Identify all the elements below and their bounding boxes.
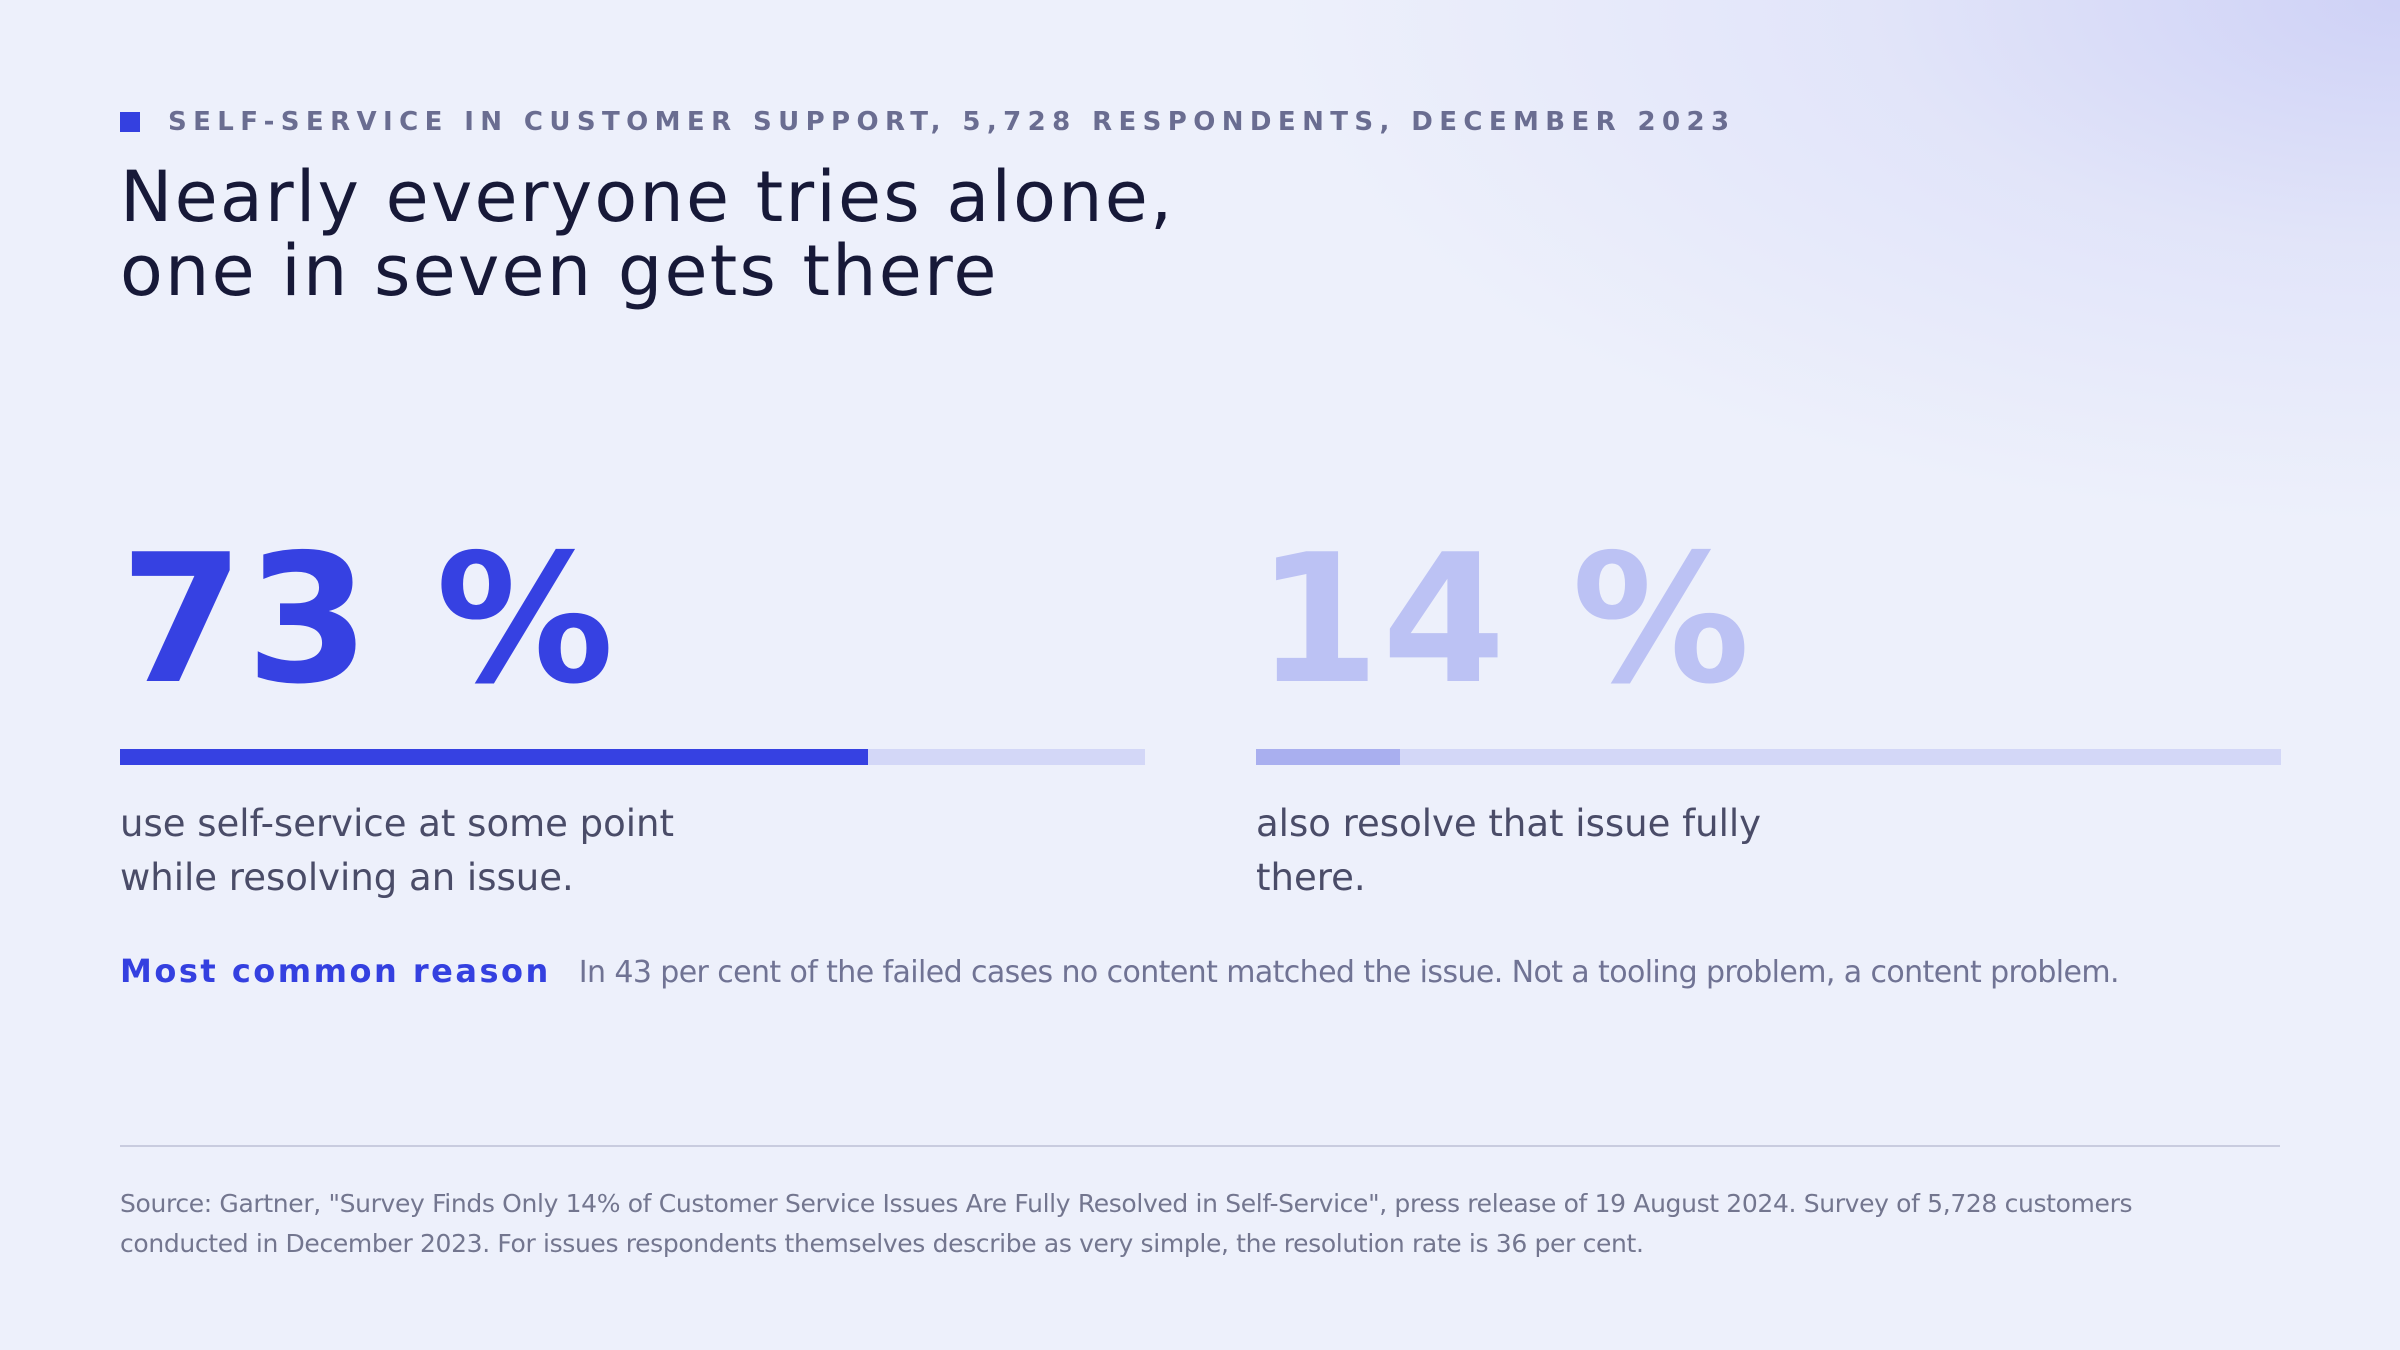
stat-caption-line-1: use self-service at some point — [120, 802, 675, 845]
source-line-2: conducted in December 2023. For issues r… — [120, 1229, 1644, 1258]
stat-caption-line-1: also resolve that issue fully — [1256, 802, 1762, 845]
progress-bar-fill — [1256, 749, 1400, 765]
common-reason: Most common reason In 43 per cent of the… — [120, 952, 2120, 990]
reason-text: In 43 per cent of the failed cases no co… — [578, 955, 2120, 990]
stat-caption: use self-service at some point while res… — [120, 797, 740, 905]
eyebrow-marker — [120, 112, 140, 132]
stat-full-resolution: 14 % also resolve that issue fully there… — [1256, 516, 2281, 899]
divider — [120, 1145, 2280, 1147]
headline-line-1: Nearly everyone tries alone, — [120, 156, 1175, 238]
progress-bar-fill — [120, 749, 869, 765]
eyebrow-text: SELF-SERVICE IN CUSTOMER SUPPORT, 5,728 … — [168, 107, 1736, 137]
source-line-1: Source: Gartner, "Survey Finds Only 14% … — [120, 1189, 2133, 1218]
stat-value: 73 % — [120, 516, 617, 723]
stat-value: 14 % — [1256, 516, 1753, 723]
headline: Nearly everyone tries alone, one in seve… — [120, 160, 1174, 308]
reason-label: Most common reason — [120, 952, 551, 990]
stat-caption-line-2: while resolving an issue. — [120, 856, 574, 899]
stat-caption-line-2: there. — [1256, 856, 1366, 899]
stat-self-service-usage: 73 % use self-service at some point whil… — [120, 516, 1145, 899]
progress-bar-track — [1256, 749, 2281, 765]
stat-caption: also resolve that issue fully there. — [1256, 797, 1876, 905]
source-note: Source: Gartner, "Survey Finds Only 14% … — [120, 1184, 2300, 1264]
eyebrow: SELF-SERVICE IN CUSTOMER SUPPORT, 5,728 … — [120, 107, 1736, 137]
progress-bar-track — [120, 749, 1145, 765]
headline-line-2: one in seven gets there — [120, 230, 999, 312]
